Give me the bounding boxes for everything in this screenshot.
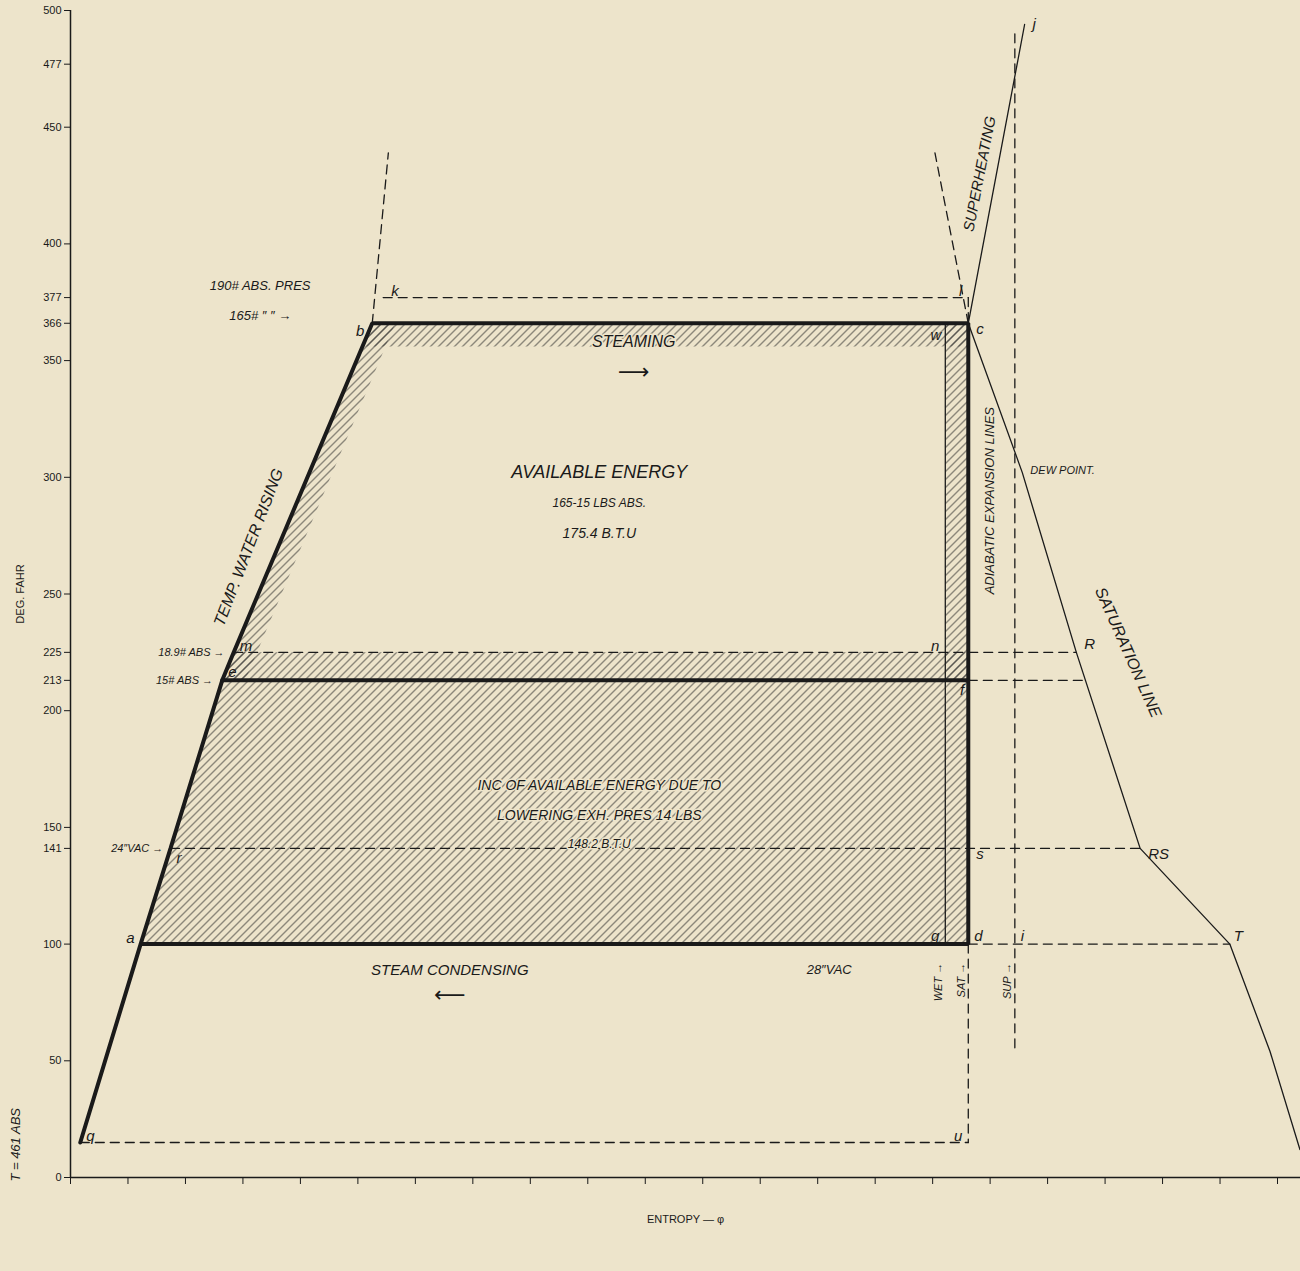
svg-text:450: 450	[43, 121, 61, 133]
svg-text:d: d	[974, 927, 983, 944]
svg-text:INC OF AVAILABLE ENERGY DUE TO: INC OF AVAILABLE ENERGY DUE TO	[477, 777, 721, 793]
svg-text:SAT →: SAT →	[955, 963, 967, 998]
svg-text:RS: RS	[1148, 845, 1169, 862]
svg-text:SUP →: SUP →	[1001, 963, 1013, 999]
svg-text:WET →: WET →	[932, 963, 944, 1002]
svg-text:0: 0	[55, 1171, 61, 1183]
svg-text:366: 366	[43, 317, 61, 329]
svg-text:250: 250	[43, 588, 61, 600]
svg-text:150: 150	[43, 821, 61, 833]
svg-text:b: b	[356, 322, 364, 339]
svg-text:⟵: ⟵	[434, 982, 466, 1007]
svg-text:l: l	[959, 282, 963, 299]
svg-text:ADIABATIC EXPANSION LINES: ADIABATIC EXPANSION LINES	[982, 407, 997, 596]
svg-text:213: 213	[43, 674, 61, 686]
svg-text:190# ABS. PRES: 190# ABS. PRES	[210, 278, 311, 293]
svg-text:350: 350	[43, 354, 61, 366]
svg-text:g: g	[931, 927, 940, 944]
svg-text:R: R	[1084, 635, 1095, 652]
svg-text:r: r	[177, 849, 183, 866]
svg-text:141: 141	[43, 842, 61, 854]
svg-text:500: 500	[43, 4, 61, 16]
svg-text:165-15 LBS ABS.: 165-15 LBS ABS.	[552, 496, 646, 510]
svg-text:n: n	[931, 637, 939, 654]
svg-text:DEW POINT.: DEW POINT.	[1030, 464, 1094, 476]
svg-text:w: w	[930, 326, 942, 343]
svg-text:q: q	[86, 1127, 95, 1144]
svg-text:k: k	[391, 282, 400, 299]
svg-text:STEAMING: STEAMING	[592, 333, 676, 350]
svg-text:165# ″ ″ →: 165# ″ ″ →	[229, 308, 291, 323]
svg-text:T: T	[1234, 927, 1245, 944]
svg-text:SUPERHEATING: SUPERHEATING	[960, 114, 999, 233]
svg-text:TEMP. WATER RISING: TEMP. WATER RISING	[210, 466, 286, 628]
svg-text:200: 200	[43, 704, 61, 716]
svg-text:DEG. FAHR: DEG. FAHR	[14, 564, 26, 623]
svg-text:28″VAC: 28″VAC	[806, 962, 853, 977]
svg-text:c: c	[976, 320, 984, 337]
svg-text:148.2 B.T.U: 148.2 B.T.U	[568, 837, 631, 851]
svg-text:e: e	[228, 663, 236, 680]
svg-text:477: 477	[43, 58, 61, 70]
svg-text:50: 50	[49, 1054, 61, 1066]
svg-text:T = 461 ABS: T = 461 ABS	[8, 1108, 23, 1182]
svg-text:400: 400	[43, 237, 61, 249]
svg-text:u: u	[954, 1127, 963, 1144]
svg-text:225: 225	[43, 646, 61, 658]
svg-text:f: f	[960, 681, 966, 698]
svg-text:a: a	[126, 929, 134, 946]
svg-text:175.4 B.T.U: 175.4 B.T.U	[563, 525, 637, 541]
svg-text:377: 377	[43, 291, 61, 303]
svg-text:j: j	[1031, 15, 1037, 32]
svg-text:m: m	[240, 637, 253, 654]
svg-text:300: 300	[43, 471, 61, 483]
svg-text:⟶: ⟶	[618, 359, 650, 384]
svg-text:STEAM CONDENSING: STEAM CONDENSING	[371, 961, 529, 978]
svg-text:s: s	[976, 845, 984, 862]
svg-text:15# ABS →: 15# ABS →	[156, 674, 213, 686]
svg-text:LOWERING EXH. PRES 14 LBS: LOWERING EXH. PRES 14 LBS	[497, 807, 702, 823]
svg-text:ENTROPY — φ: ENTROPY — φ	[647, 1213, 724, 1225]
svg-text:24″VAC →: 24″VAC →	[110, 842, 163, 854]
svg-text:AVAILABLE ENERGY: AVAILABLE ENERGY	[510, 462, 689, 482]
svg-text:100: 100	[43, 938, 61, 950]
svg-text:i: i	[1021, 927, 1025, 944]
svg-text:SATURATION LINE: SATURATION LINE	[1092, 584, 1165, 720]
svg-text:18.9# ABS →: 18.9# ABS →	[158, 646, 224, 658]
